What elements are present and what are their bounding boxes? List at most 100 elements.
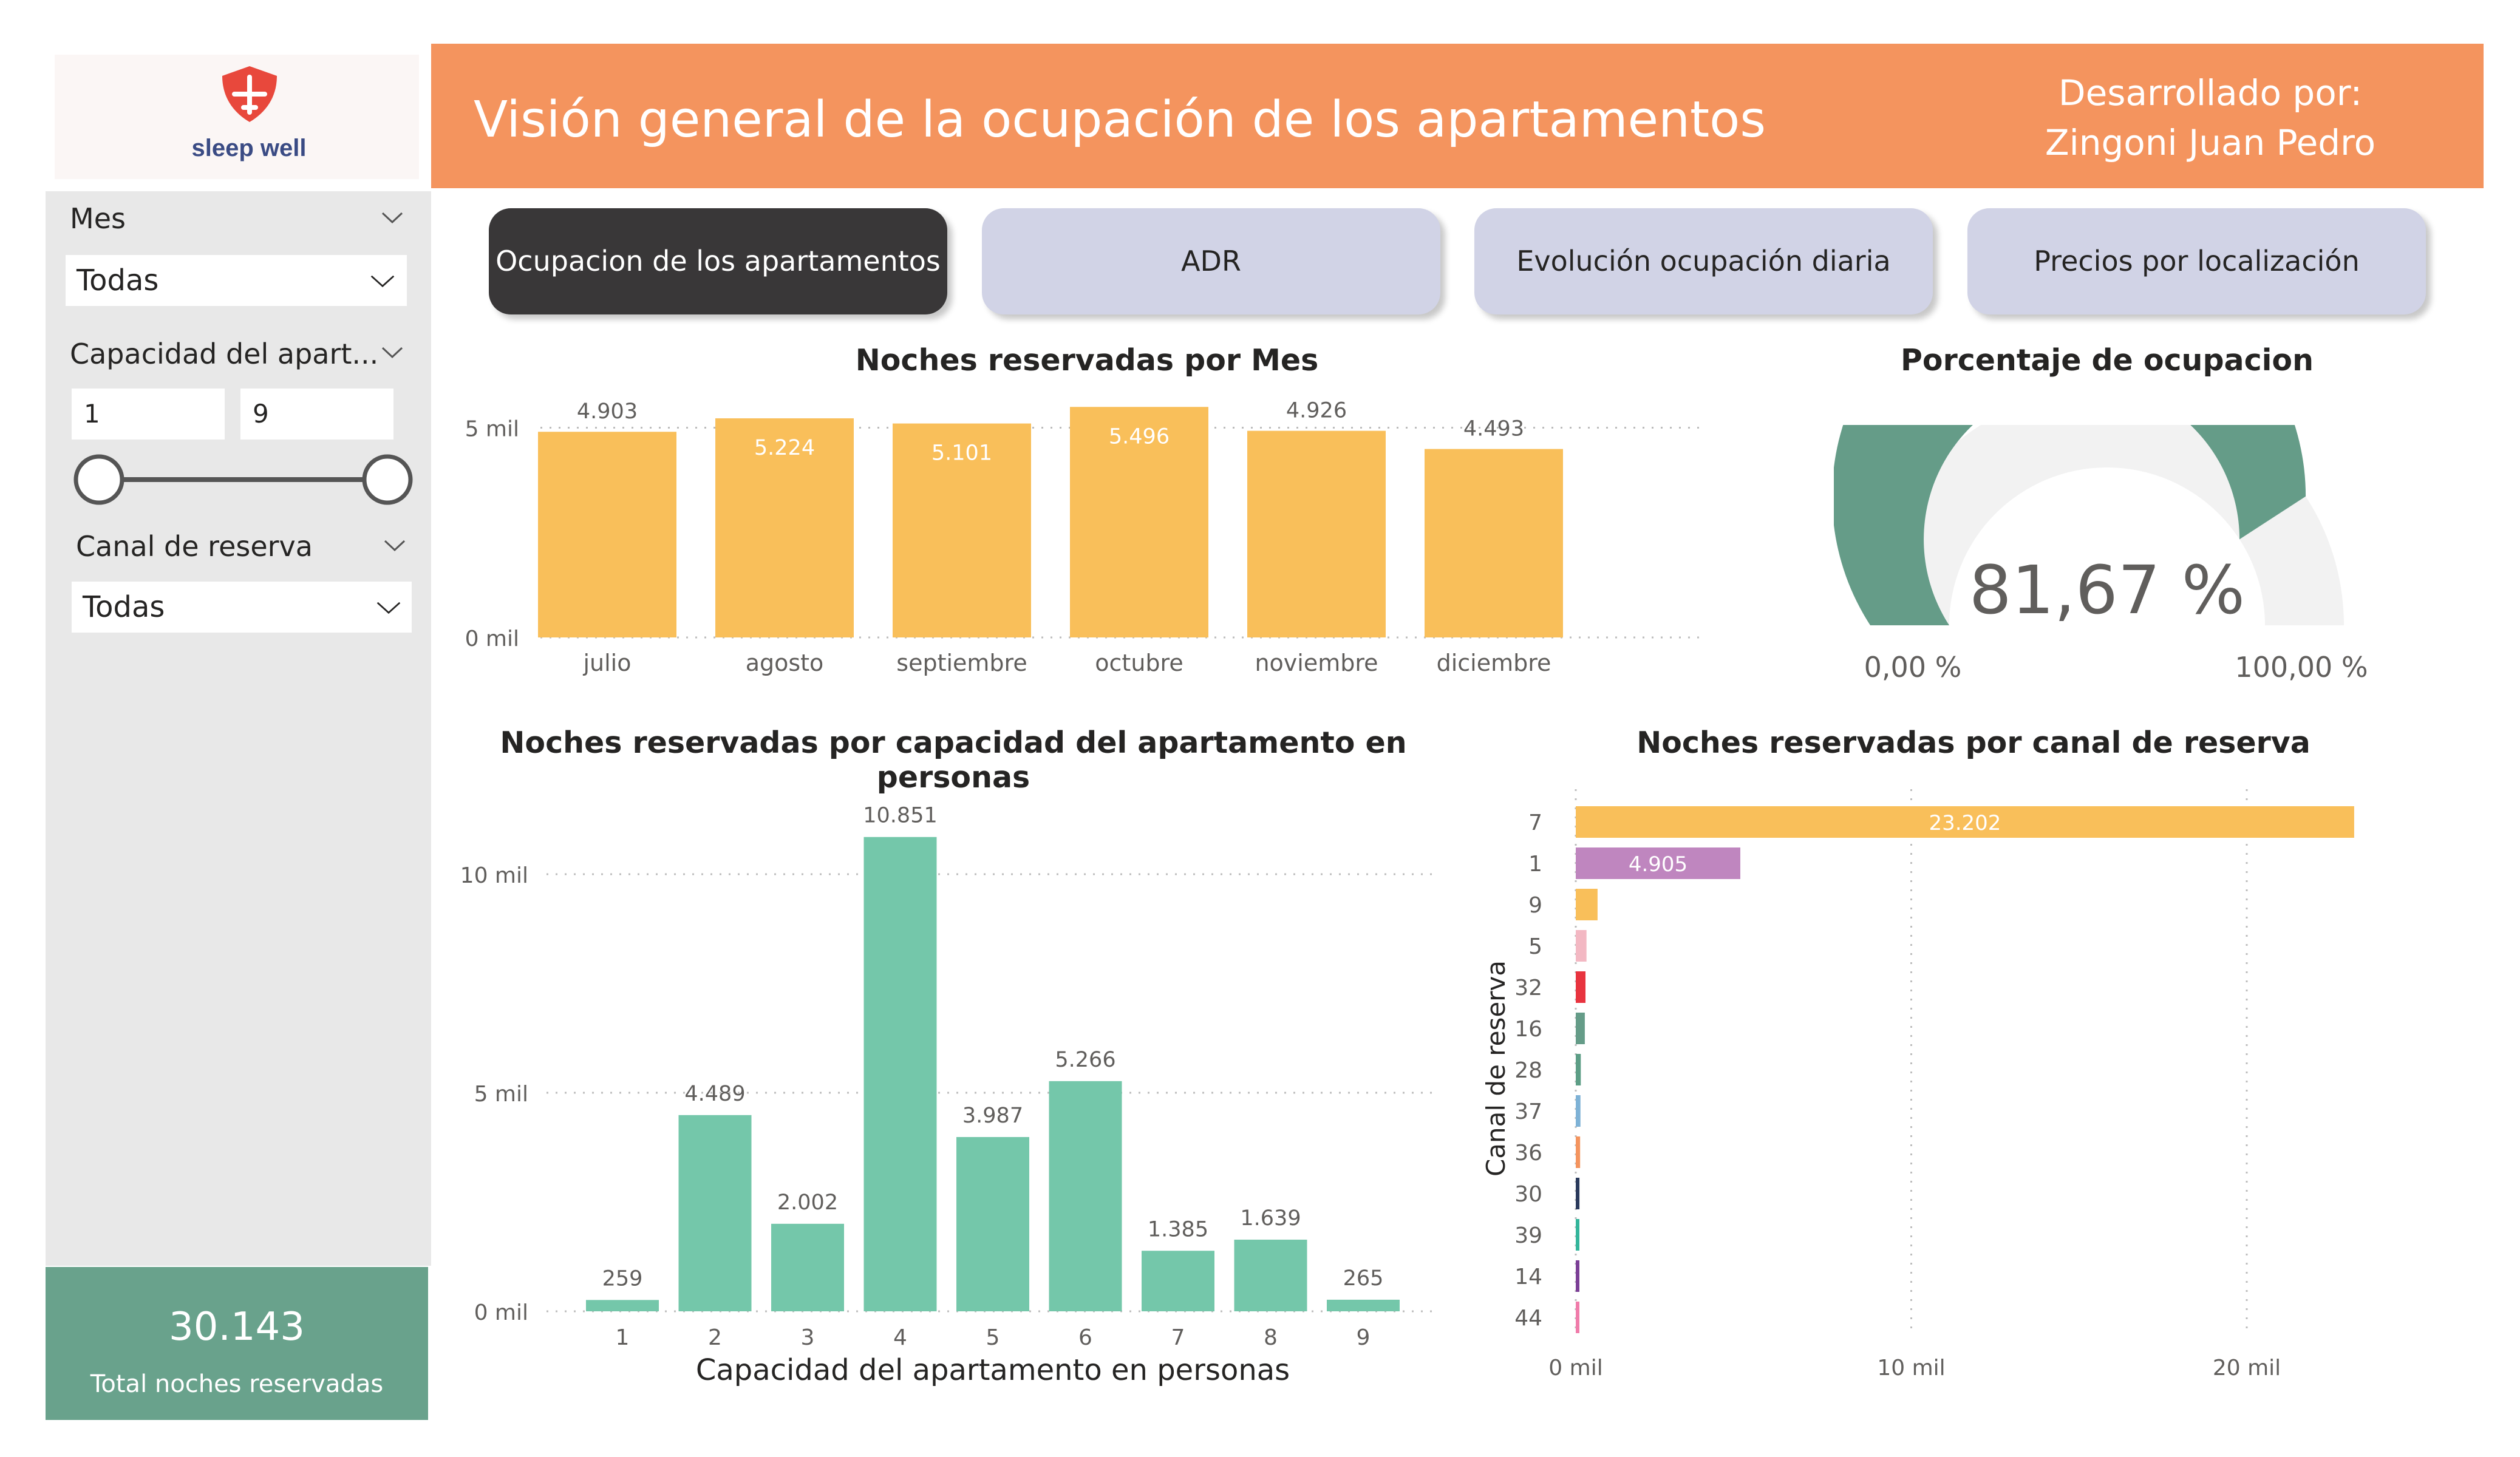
bar-capacity-6 <box>1049 1081 1122 1311</box>
bar-capacity-2 <box>678 1115 752 1311</box>
gauge-track <box>1870 425 2344 625</box>
chart-title-canal: Noches reservadas por canal de reserva <box>1636 725 2311 760</box>
x-tick-label: 20 mil <box>2213 1356 2281 1381</box>
x-tick-label: 8 <box>1264 1325 1278 1350</box>
bar-capacity-5 <box>956 1136 1029 1311</box>
bar-channel-28 <box>1576 1054 1581 1085</box>
nav-button-ocupacion[interactable]: Ocupacion de los apartamentos <box>489 208 947 314</box>
mes-dropdown-value: Todas <box>77 263 159 297</box>
kpi-value: 30.143 <box>169 1305 305 1350</box>
bar-channel-36 <box>1576 1136 1581 1168</box>
y-tick-label: 1 <box>1528 852 1542 877</box>
x-tick-label: 6 <box>1078 1325 1092 1350</box>
filter-sidebar <box>46 191 431 1266</box>
y-tick-label: 39 <box>1514 1223 1542 1248</box>
y-tick-label: 7 <box>1528 810 1542 835</box>
x-tick-label: 7 <box>1171 1325 1185 1350</box>
bar-channel-1 <box>1576 847 1741 879</box>
bar-capacity-8 <box>1234 1239 1307 1311</box>
mes-dropdown[interactable]: Todas <box>66 255 407 306</box>
slicer-title-mes: Mes <box>70 202 126 235</box>
data-label: 3.987 <box>962 1104 1023 1128</box>
data-label: 4.926 <box>1286 399 1347 423</box>
y-tick-label: 28 <box>1514 1058 1542 1083</box>
gauge-max-label: 100,00 % <box>2235 651 2368 684</box>
chevron-down-icon[interactable] <box>381 346 403 359</box>
chevron-down-icon[interactable] <box>384 539 406 552</box>
data-label: 4.905 <box>1629 852 1687 877</box>
page-title: Visión general de la ocupación de los ap… <box>474 91 1766 149</box>
data-label: 10.851 <box>863 804 937 828</box>
chart-noches-por-mes: 0 mil 5 mil 4.903 julio 5.224 agosto 5.101 sept… <box>465 399 1700 676</box>
developer-name: Zingoni Juan Pedro <box>2045 122 2376 163</box>
y-tick-label: 0 mil <box>465 627 519 651</box>
bar-septiembre <box>893 423 1031 637</box>
chevron-down-icon[interactable] <box>369 274 396 288</box>
chart-noches-por-capacidad: 0 mil 5 mil 10 mil 259 1 4.489 2 2.002 3 10.851 4 3… <box>460 804 1433 1387</box>
data-label: 5.266 <box>1055 1048 1115 1072</box>
kpi-label: Total noches reservadas <box>90 1370 384 1398</box>
bar-octubre <box>1070 407 1208 637</box>
bar-channel-5 <box>1576 930 1587 962</box>
x-tick-label: 9 <box>1357 1325 1371 1350</box>
nav-button-evolucion[interactable]: Evolución ocupación diaria <box>1474 208 1933 314</box>
chart-porcentaje-ocupacion: 81,67 %0,00 % 100,00 % <box>1834 425 2368 684</box>
developer-credit: Desarrollado por: Zingoni Juan Pedro <box>2022 68 2399 168</box>
chevron-down-icon[interactable] <box>375 601 402 614</box>
bar-channel-7 <box>1576 806 2354 838</box>
bar-channel-30 <box>1576 1178 1580 1209</box>
y-tick-label: 5 mil <box>474 1082 528 1107</box>
bar-capacity-1 <box>586 1300 659 1311</box>
chevron-down-icon[interactable] <box>381 211 403 225</box>
y-tick-label: 5 <box>1528 934 1542 959</box>
data-label: 5.224 <box>754 436 815 460</box>
chart-title-mes: Noches reservadas por Mes <box>855 343 1319 378</box>
data-label: 1.639 <box>1240 1206 1301 1231</box>
bar-diciembre <box>1425 449 1563 637</box>
slider-handle-min <box>73 454 124 505</box>
canal-dropdown[interactable]: Todas <box>72 582 412 633</box>
data-label: 265 <box>1343 1266 1384 1291</box>
gauge-min-label: 0,00 % <box>1864 651 1962 684</box>
y-tick-label: 30 <box>1514 1182 1542 1207</box>
developer-label: Desarrollado por: <box>2058 72 2363 114</box>
capacity-min-input[interactable]: 1 <box>72 389 225 440</box>
bar-channel-14 <box>1576 1260 1579 1292</box>
y-tick-label: 10 mil <box>460 863 528 888</box>
x-axis-title: Capacidad del apartamento en personas <box>696 1353 1290 1387</box>
y-tick-label: 5 mil <box>465 417 519 442</box>
slicer-title-canal: Canal de reserva <box>76 530 313 563</box>
bar-channel-39 <box>1576 1219 1579 1251</box>
bar-channel-16 <box>1576 1013 1585 1044</box>
chart-noches-por-canal: 0 mil 10 mil 20 mil 7 23.202 1 4.905 9 5 32 16 28 37… <box>1481 789 2354 1381</box>
x-tick-label: 5 <box>986 1325 1000 1350</box>
data-label: 259 <box>602 1266 643 1291</box>
bar-capacity-3 <box>771 1223 844 1311</box>
x-tick-label: 0 mil <box>1548 1356 1602 1381</box>
bar-julio <box>538 432 676 637</box>
y-tick-label: 37 <box>1514 1099 1542 1124</box>
x-tick-label: 4 <box>893 1325 907 1350</box>
bar-channel-9 <box>1576 889 1598 920</box>
bar-capacity-7 <box>1142 1251 1214 1311</box>
nav-button-adr[interactable]: ADR <box>982 208 1440 314</box>
bar-channel-32 <box>1576 971 1586 1003</box>
capacity-range-slider[interactable] <box>72 452 418 507</box>
shield-plane-icon <box>222 66 277 122</box>
bar-channel-44 <box>1576 1302 1579 1333</box>
x-tick-label: noviembre <box>1255 650 1378 676</box>
nav-button-precios[interactable]: Precios por localización <box>1967 208 2426 314</box>
bar-capacity-4 <box>863 837 937 1311</box>
y-tick-label: 14 <box>1514 1265 1542 1289</box>
data-label: 5.101 <box>931 441 992 466</box>
y-tick-label: 32 <box>1514 976 1542 1000</box>
data-label: 23.202 <box>1929 811 2001 835</box>
x-tick-label: 3 <box>801 1325 815 1350</box>
capacity-max-input[interactable]: 9 <box>240 389 393 440</box>
kpi-card: 30.143 Total noches reservadas <box>46 1267 428 1420</box>
data-label: 5.496 <box>1109 424 1170 449</box>
x-tick-label: 10 mil <box>1877 1356 1945 1381</box>
y-tick-label: 0 mil <box>474 1300 528 1325</box>
data-label: 4.489 <box>684 1082 745 1106</box>
slicer-title-capacidad: Capacidad del apart... <box>70 338 379 370</box>
